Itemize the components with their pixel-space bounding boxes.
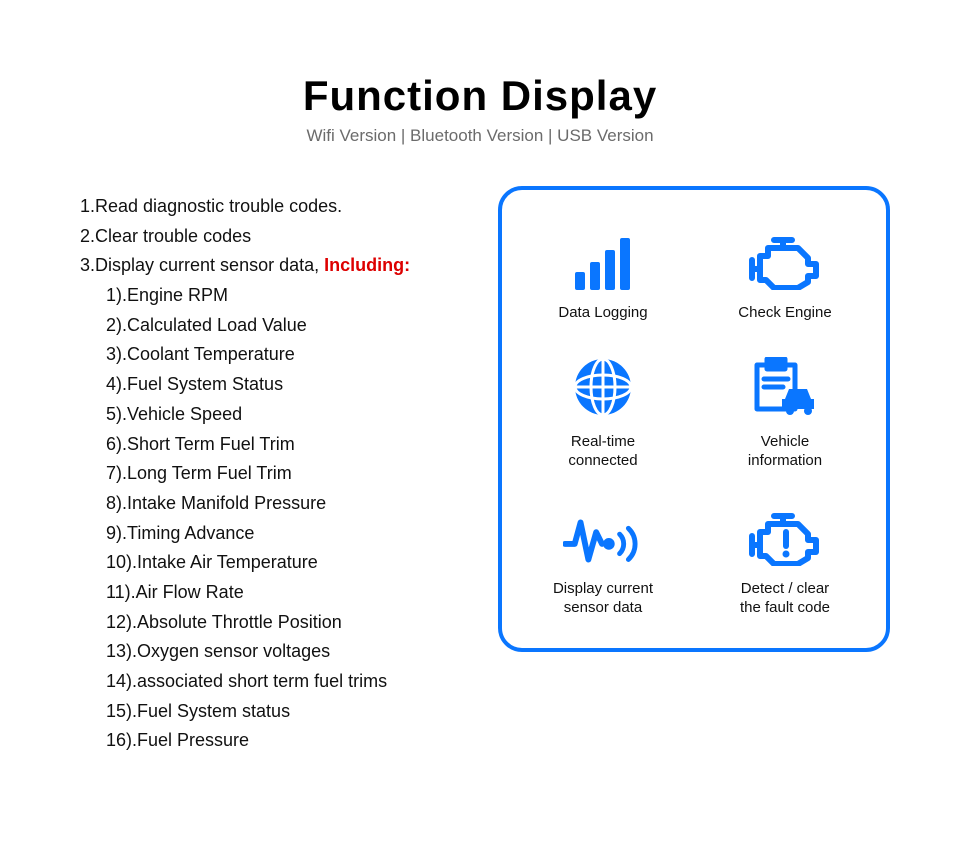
feature-label: Data Logging bbox=[558, 304, 647, 323]
function-list: 1.Read diagnostic trouble codes. 2.Clear… bbox=[80, 186, 474, 756]
list-item: 2).Calculated Load Value bbox=[106, 311, 474, 341]
feature-label: Detect / clearthe fault code bbox=[740, 580, 830, 618]
list-item: 7).Long Term Fuel Trim bbox=[106, 459, 474, 489]
list-item-prefix: 3.Display current sensor data, bbox=[80, 255, 324, 275]
list-item: 6).Short Term Fuel Trim bbox=[106, 430, 474, 460]
list-item: 11).Air Flow Rate bbox=[106, 578, 474, 608]
list-item: 5).Vehicle Speed bbox=[106, 400, 474, 430]
header: Function Display Wifi Version | Bluetoot… bbox=[0, 0, 960, 146]
list-item: 9).Timing Advance bbox=[106, 519, 474, 549]
clipboard-car-icon bbox=[745, 359, 825, 419]
list-item: 14).associated short term fuel trims bbox=[106, 667, 474, 697]
list-item: 12).Absolute Throttle Position bbox=[106, 608, 474, 638]
feature-realtime: Real-timeconnected bbox=[516, 359, 690, 471]
engine-icon bbox=[745, 230, 825, 290]
list-item: 13).Oxygen sensor voltages bbox=[106, 637, 474, 667]
page-title: Function Display bbox=[0, 72, 960, 120]
page-subtitle: Wifi Version | Bluetooth Version | USB V… bbox=[0, 126, 960, 146]
list-item: 16).Fuel Pressure bbox=[106, 726, 474, 756]
feature-label: Vehicleinformation bbox=[748, 433, 822, 471]
bars-icon bbox=[563, 230, 643, 290]
list-item: 3).Coolant Temperature bbox=[106, 340, 474, 370]
feature-sensor-data: Display currentsensor data bbox=[516, 506, 690, 618]
list-item: 2.Clear trouble codes bbox=[80, 222, 474, 252]
feature-panel-wrap: Data Logging Check Engine bbox=[498, 186, 890, 756]
including-highlight: Including: bbox=[324, 255, 410, 275]
list-item: 1).Engine RPM bbox=[106, 281, 474, 311]
feature-check-engine: Check Engine bbox=[698, 230, 872, 323]
feature-label: Real-timeconnected bbox=[568, 433, 637, 471]
feature-panel: Data Logging Check Engine bbox=[498, 186, 890, 652]
list-item: 10).Intake Air Temperature bbox=[106, 548, 474, 578]
feature-data-logging: Data Logging bbox=[516, 230, 690, 323]
waveform-icon bbox=[563, 506, 643, 566]
list-item: 15).Fuel System status bbox=[106, 697, 474, 727]
feature-fault-code: Detect / clearthe fault code bbox=[698, 506, 872, 618]
feature-label: Check Engine bbox=[738, 304, 831, 323]
list-item: 1.Read diagnostic trouble codes. bbox=[80, 192, 474, 222]
feature-vehicle-info: Vehicleinformation bbox=[698, 359, 872, 471]
list-item: 4).Fuel System Status bbox=[106, 370, 474, 400]
content-row: 1.Read diagnostic trouble codes. 2.Clear… bbox=[0, 146, 960, 756]
globe-icon bbox=[563, 359, 643, 419]
list-item: 3.Display current sensor data, Including… bbox=[80, 251, 474, 281]
list-item: 8).Intake Manifold Pressure bbox=[106, 489, 474, 519]
feature-label: Display currentsensor data bbox=[553, 580, 653, 618]
sensor-sub-list: 1).Engine RPM 2).Calculated Load Value 3… bbox=[80, 281, 474, 756]
engine-warning-icon bbox=[745, 506, 825, 566]
